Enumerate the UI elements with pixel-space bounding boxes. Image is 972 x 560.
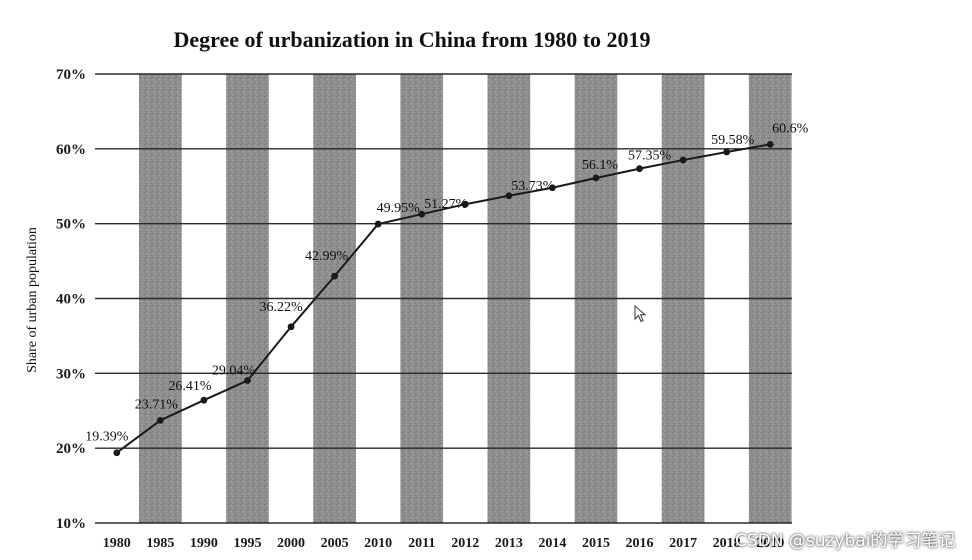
data-point-2012 [461, 200, 469, 208]
x-tick-label: 2012 [451, 536, 479, 551]
data-label: 59.58% [711, 133, 755, 148]
data-point-2011 [418, 210, 426, 218]
x-tick-label: 2010 [364, 536, 392, 551]
data-point-1985 [156, 417, 164, 424]
data-point-2010 [374, 220, 382, 228]
data-label: 26.41% [168, 379, 212, 394]
y-tick-label: 50% [56, 217, 86, 233]
data-point-2013 [505, 192, 513, 200]
data-point-2005 [331, 272, 338, 280]
x-tick-label: 2015 [582, 536, 610, 551]
x-tick-label: 2016 [626, 536, 654, 551]
y-tick-label: 30% [56, 366, 86, 382]
x-tick-label: 2018 [713, 536, 741, 551]
x-tick-label: 2013 [495, 536, 523, 551]
data-point-2017 [679, 156, 687, 164]
gridlines [95, 73, 792, 524]
x-tick-label: 2014 [538, 536, 566, 551]
data-labels: 19.39% 23.71% 26.41%29.04% 36.22% 42.99% 49.9… [85, 121, 808, 444]
y-tick-label: 70% [56, 67, 86, 83]
data-label: 53.73% [511, 179, 555, 194]
mouse-cursor-icon [634, 305, 646, 323]
series-line [116, 143, 771, 454]
data-label: 19.39% [85, 430, 129, 445]
data-point-2015 [592, 174, 600, 182]
y-tick-label: 40% [56, 292, 86, 308]
x-tick-label: 2011 [408, 536, 435, 551]
x-tick-label: 2000 [277, 536, 305, 551]
watermark-text: CSDN @suzybai的学习笔记 [735, 531, 956, 551]
x-tick-label: 2005 [321, 536, 349, 551]
data-point-1980 [113, 449, 121, 457]
data-point-1995 [244, 377, 251, 384]
data-point-2000 [287, 323, 295, 331]
data-series [113, 140, 774, 457]
y-tick-label: 20% [56, 441, 86, 457]
chart-title: Degree of urbanization in China from 198… [173, 27, 650, 52]
data-label: 57.35% [628, 149, 672, 164]
data-point-2018 [723, 148, 731, 156]
x-tick-label: 1995 [233, 536, 261, 551]
x-tick-label: 1980 [103, 536, 131, 551]
y-tick-labels: 10% 20% 30% 40% 50% 60% 70% [56, 67, 86, 532]
x-tick-label: 1990 [190, 536, 218, 551]
data-label: 49.95% [377, 201, 421, 216]
data-label: 23.71% [135, 397, 179, 412]
x-tick-label: 2019 [756, 536, 784, 551]
data-label: 29.04% [212, 364, 256, 379]
data-point-1990 [200, 396, 208, 404]
data-label: 36.22% [259, 300, 303, 315]
data-label: 42.99% [305, 249, 349, 264]
data-point-2016 [636, 165, 643, 173]
x-tick-labels: 1980 1985 1990 1995 2000 2005 2010 2011 2012 2013… [103, 536, 784, 551]
x-tick-label: 2017 [669, 536, 697, 551]
y-tick-label: 10% [56, 516, 86, 532]
data-point-2014 [549, 184, 556, 192]
data-label: 56.1% [582, 158, 619, 173]
y-tick-label: 60% [56, 142, 86, 158]
x-tick-label: 1985 [146, 536, 174, 551]
data-point-2019 [766, 140, 774, 148]
data-label: 51.27% [424, 197, 468, 212]
y-axis-label: Share of urban population [25, 227, 40, 373]
data-label: 60.6% [772, 121, 809, 136]
